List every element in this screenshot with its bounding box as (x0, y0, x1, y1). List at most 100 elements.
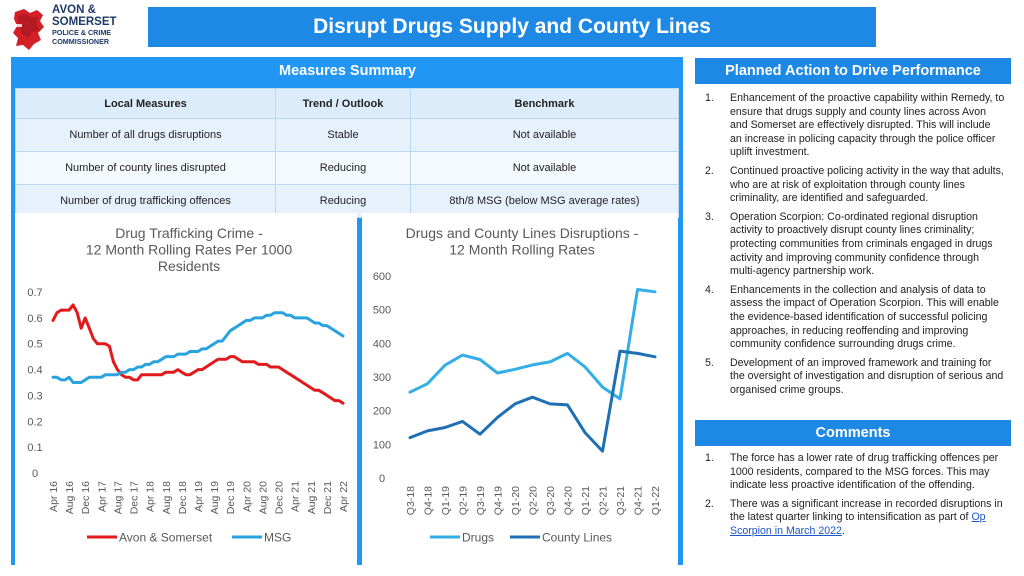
y-tick-label: 0.3 (27, 390, 42, 402)
x-tick-label: Q3-19 (475, 486, 487, 515)
x-tick-label: Dec 19 (225, 481, 237, 514)
list-number: 1. (705, 92, 714, 104)
op-scorpion-link[interactable]: Op Scorpion in March 2022 (730, 511, 986, 537)
chart-title-line: Drugs and County Lines Disruptions - (406, 225, 639, 241)
list-item: 1. The force has a lower rate of drug tra… (705, 452, 1005, 493)
y-tick-label: 0.5 (27, 339, 42, 351)
x-tick-label: Q2-20 (528, 486, 540, 515)
list-item: 5. Development of an improved framework a… (705, 357, 1005, 398)
comments-list: 1. The force has a lower rate of drug tra… (705, 452, 1005, 544)
y-tick-label: 600 (373, 271, 391, 283)
x-tick-label: Q1-22 (650, 486, 662, 515)
x-tick-label: Q4-20 (563, 486, 575, 515)
y-tick-label: 200 (373, 406, 391, 418)
list-text: The force has a lower rate of drug traff… (730, 452, 999, 492)
pcc-logo: AVON & SOMERSET POLICE & CRIME COMMISSIO… (12, 4, 130, 52)
list-text: Development of an improved framework and… (730, 356, 1004, 396)
list-text: Continued proactive policing activity in… (730, 164, 1004, 205)
measures-summary-header: Measures Summary (278, 63, 416, 79)
x-tick-label: Apr 18 (145, 481, 157, 512)
table-header-row: Local Measures Trend / Outlook Benchmark (15, 88, 679, 119)
list-number: 5. (705, 356, 714, 369)
planned-action-list: 1. Enhancement of the proactive capabilit… (705, 92, 1005, 402)
list-text: Enhancement of the proactive capability … (730, 92, 1005, 159)
table-cell: Stable (275, 118, 411, 152)
list-item: 2. There was a significant increase in re… (705, 498, 1005, 539)
x-tick-label: Q1-21 (580, 486, 592, 515)
list-text: Enhancements in the collection and analy… (730, 283, 999, 351)
y-tick-label: 100 (373, 439, 391, 451)
list-number: 4. (705, 283, 714, 296)
x-tick-label: Q1-19 (440, 486, 452, 515)
x-tick-label: Dec 18 (177, 481, 189, 514)
y-tick-label: 500 (373, 305, 391, 317)
column-header-benchmark: Benchmark (410, 88, 679, 119)
x-tick-label: Dec 21 (322, 481, 334, 514)
disruptions-chart: Drugs and County Lines Disruptions -12 M… (362, 213, 678, 565)
logo-line-4: COMMISSIONER (52, 37, 110, 46)
x-tick-label: Q2-21 (598, 486, 610, 515)
x-tick-label: Dec 17 (129, 481, 141, 514)
series-line-msg (51, 311, 345, 384)
x-tick-label: Apr 19 (193, 481, 205, 512)
y-tick-label: 0.7 (27, 287, 42, 299)
x-tick-label: Aug 16 (64, 481, 76, 514)
legend-label: County Lines (542, 531, 612, 545)
logo-wordmark: AVON & SOMERSET POLICE & CRIME COMMISSIO… (52, 4, 117, 46)
y-tick-label: 0 (32, 468, 38, 480)
table-cell: 8th/8 MSG (below MSG average rates) (410, 184, 679, 218)
x-tick-label: Q3-20 (545, 486, 557, 515)
x-tick-label: Aug 20 (257, 481, 269, 514)
list-number: 2. (705, 497, 714, 510)
table-cell: Reducing (275, 151, 411, 185)
y-tick-label: 0.6 (27, 313, 42, 325)
list-text: There was a significant increase in reco… (730, 497, 1003, 524)
table-cell: Number of all drugs disruptions (15, 118, 276, 152)
series-line-drugs (408, 288, 657, 401)
x-tick-label: Apr 21 (290, 481, 302, 512)
y-tick-label: 300 (373, 372, 391, 384)
chart-title-line: Drug Trafficking Crime - (115, 225, 263, 241)
table-cell: Not available (410, 118, 679, 152)
y-tick-label: 0 (379, 473, 385, 485)
column-header-trend: Trend / Outlook (275, 88, 411, 119)
measures-table: Local Measures Trend / Outlook Benchmark… (15, 88, 679, 218)
logo-line-2: SOMERSET (52, 16, 117, 28)
logo-line-1: AVON & (52, 4, 96, 16)
y-tick-label: 400 (373, 338, 391, 350)
table-row: Number of county lines disrupted Reducin… (15, 151, 679, 185)
planned-action-header: Planned Action to Drive Performance (695, 58, 1011, 84)
x-tick-label: Dec 16 (80, 481, 92, 514)
legend-label: MSG (264, 531, 291, 545)
list-item: 3. Operation Scorpion: Co-ordinated regio… (705, 211, 1005, 279)
x-tick-label: Q4-21 (633, 486, 645, 515)
table-row: Number of drug trafficking offences Redu… (15, 184, 679, 218)
y-tick-label: 0.4 (27, 365, 42, 377)
x-tick-label: Apr 22 (338, 481, 350, 512)
x-tick-label: Apr 16 (48, 481, 60, 512)
x-tick-label: Q1-20 (510, 486, 522, 515)
x-tick-label: Q4-18 (423, 486, 435, 515)
x-tick-label: Aug 19 (209, 481, 221, 514)
comments-header: Comments (695, 420, 1011, 446)
list-number: 2. (705, 164, 714, 177)
x-tick-label: Aug 17 (112, 481, 124, 514)
drug-trafficking-chart-svg: Drug Trafficking Crime -12 Month Rolling… (27, 225, 350, 545)
page-title: Disrupt Drugs Supply and County Lines (148, 7, 876, 47)
x-tick-label: Q4-19 (493, 486, 505, 515)
list-item: 4. Enhancements in the collection and ana… (705, 284, 1005, 352)
drug-trafficking-chart: Drug Trafficking Crime -12 Month Rolling… (15, 213, 357, 565)
list-text: Operation Scorpion: Co-ordinated regiona… (730, 210, 993, 278)
x-tick-label: Q3-21 (615, 486, 627, 515)
x-tick-label: Aug 21 (306, 481, 318, 514)
list-item: 2. Continued proactive policing activity … (705, 165, 1005, 206)
x-tick-label: Apr 20 (241, 481, 253, 512)
table-cell: Not available (410, 151, 679, 185)
list-number: 1. (705, 452, 714, 464)
table-cell: Reducing (275, 184, 411, 218)
legend-label: Drugs (462, 531, 494, 545)
table-cell: Number of drug trafficking offences (15, 184, 276, 218)
list-number: 3. (705, 210, 714, 223)
x-tick-label: Q2-19 (458, 486, 470, 515)
x-tick-label: Q3-18 (405, 486, 417, 515)
